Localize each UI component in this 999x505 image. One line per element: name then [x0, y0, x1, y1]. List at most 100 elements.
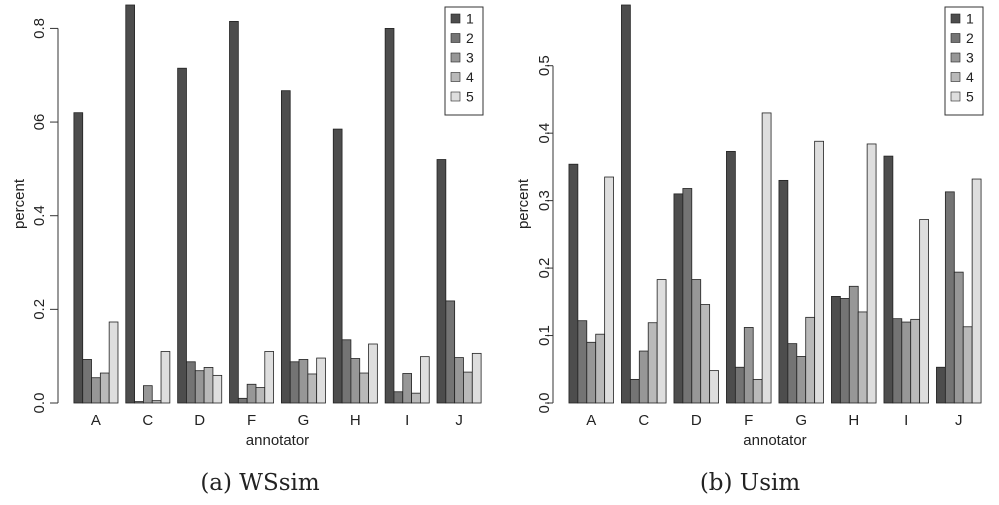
wssim-bar-C-5 [160, 351, 171, 404]
usim-bar-F-2 [734, 366, 745, 404]
usim-legend: 1 2 3 4 5 [944, 6, 984, 116]
wssim-x-tick-label: F [247, 412, 256, 429]
wssim-y-tick-label: 06 [31, 114, 48, 131]
usim-bar-G-2 [787, 343, 798, 404]
usim-bar-J-4 [962, 326, 973, 404]
wssim-bar-A-4 [99, 372, 110, 404]
usim-bar-F-3 [743, 327, 754, 404]
usim-legend-swatch-4 [950, 72, 961, 82]
wssim-bar-A-2 [82, 359, 92, 404]
usim-y-tick-label: 0.3 [536, 190, 553, 211]
wssim-legend-label-5: 5 [466, 89, 474, 105]
wssim-bar-J-4 [463, 371, 473, 404]
usim-bar-A-4 [595, 333, 606, 404]
usim-bar-D-1 [673, 193, 684, 404]
wssim-y-tick-label: 0.0 [31, 393, 48, 414]
usim-y-tick-label: 0.4 [536, 123, 553, 144]
wssim-y-tick-label: 0.2 [31, 299, 48, 320]
usim-bar-C-4 [647, 322, 658, 404]
wssim-legend-label-3: 3 [466, 50, 474, 66]
usim-bar-C-1 [621, 4, 631, 404]
wssim-bar-D-2 [186, 361, 196, 404]
wssim-bar-A-1 [73, 112, 84, 404]
wssim-bar-C-1 [125, 4, 135, 404]
wssim-bar-C-4 [151, 400, 162, 404]
caption-usim: (b) Usim [699, 470, 801, 496]
wssim-bar-A-5 [108, 321, 119, 404]
usim-bar-H-2 [839, 298, 850, 404]
usim-y-tick-label: 0.5 [536, 55, 553, 76]
wssim-bar-D-1 [177, 67, 187, 404]
wssim-bar-G-1 [280, 90, 291, 404]
wssim-x-tick-label: G [298, 412, 310, 429]
caption-wssim: (a) WSsim [200, 470, 320, 496]
wssim-bar-F-5 [264, 351, 275, 404]
usim-bar-J-2 [944, 191, 955, 404]
usim-bar-G-1 [778, 179, 789, 404]
wssim-legend-label-4: 4 [466, 69, 474, 85]
usim-bar-I-5 [919, 219, 929, 404]
wssim-bar-F-1 [229, 20, 239, 404]
usim-legend-swatch-3 [950, 52, 961, 63]
wssim-bar-H-4 [359, 372, 369, 404]
wssim-bar-F-4 [255, 387, 266, 404]
wssim-x-tick-label: A [91, 412, 101, 429]
wssim-bar-G-4 [307, 373, 318, 404]
wssim-legend-swatch-2 [450, 33, 461, 43]
usim-y-tick-label: 0.2 [536, 258, 553, 279]
usim-y-axis-label: percent [515, 178, 532, 229]
wssim-bar-D-4 [203, 367, 214, 404]
usim-x-tick-label: C [638, 412, 649, 429]
usim-bar-C-2 [629, 378, 640, 404]
wssim-bar-I-5 [420, 356, 430, 404]
wssim-bar-F-2 [237, 397, 248, 404]
wssim-bar-J-2 [445, 300, 456, 404]
usim-legend-label-2: 2 [966, 30, 974, 46]
wssim-x-tick-label: H [350, 412, 361, 429]
usim-x-tick-label: I [904, 412, 908, 429]
wssim-legend-swatch-3 [450, 52, 461, 63]
usim-bar-G-5 [814, 140, 824, 404]
usim-bar-A-2 [577, 320, 588, 404]
usim-bar-H-5 [866, 143, 877, 404]
usim-bar-F-5 [761, 112, 772, 404]
wssim-legend-label-1: 1 [466, 11, 474, 27]
usim-bar-H-1 [831, 296, 841, 404]
wssim-y-tick-label: 0.8 [31, 18, 48, 39]
wssim-y-tick-label: 0.4 [31, 205, 48, 226]
usim-bar-D-5 [709, 370, 719, 404]
usim-bar-I-1 [883, 155, 894, 404]
wssim-bar-I-1 [384, 28, 395, 404]
usim-legend-swatch-2 [950, 33, 961, 43]
usim-bar-A-3 [586, 341, 597, 404]
usim-legend-label-5: 5 [966, 89, 974, 105]
wssim-legend: 1 2 3 4 5 [444, 6, 484, 116]
usim-y-tick-label: 0.1 [536, 325, 553, 346]
usim-x-tick-label: D [691, 412, 702, 429]
wssim-bar-G-3 [298, 359, 309, 404]
wssim-legend-swatch-4 [450, 72, 461, 82]
usim-bar-I-4 [910, 318, 921, 404]
wssim-bar-D-5 [212, 374, 223, 404]
usim-legend-label-4: 4 [966, 69, 974, 85]
usim-bar-A-1 [568, 163, 579, 404]
usim-legend-swatch-1 [950, 13, 961, 24]
wssim-bar-G-5 [316, 357, 326, 404]
usim-bar-J-3 [953, 271, 964, 404]
usim-y-tick-label: 0.0 [536, 393, 553, 414]
wssim-bar-G-2 [289, 361, 300, 404]
usim-bar-A-5 [604, 176, 614, 404]
usim-x-tick-label: H [848, 412, 859, 429]
usim-bar-G-3 [796, 356, 807, 404]
usim-bar-D-3 [691, 279, 702, 404]
wssim-x-tick-label: I [405, 412, 409, 429]
usim-bar-D-4 [700, 304, 711, 404]
usim-bar-I-2 [892, 318, 903, 404]
wssim-bar-D-3 [194, 370, 205, 404]
usim-bar-J-1 [936, 366, 946, 404]
wssim-legend-swatch-1 [450, 13, 461, 24]
wssim-bar-H-3 [350, 358, 361, 404]
wssim-bar-C-3 [143, 385, 153, 404]
